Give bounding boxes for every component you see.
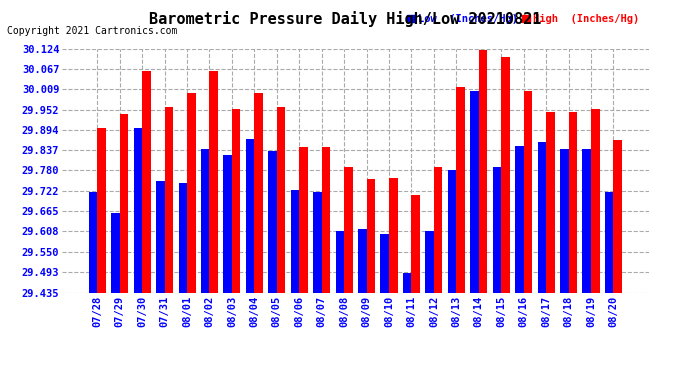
Bar — [313, 192, 322, 292]
Bar — [111, 213, 120, 292]
Bar — [613, 140, 622, 292]
Bar — [255, 93, 263, 292]
Bar — [448, 171, 456, 292]
Bar — [97, 128, 106, 292]
Text: Copyright 2021 Cartronics.com: Copyright 2021 Cartronics.com — [7, 26, 177, 36]
Bar — [299, 147, 308, 292]
Bar — [493, 167, 501, 292]
Bar — [335, 231, 344, 292]
Bar — [232, 108, 240, 292]
Bar — [277, 107, 286, 292]
Bar — [156, 181, 165, 292]
Bar — [582, 149, 591, 292]
Bar — [344, 167, 353, 292]
Bar — [201, 149, 210, 292]
Bar — [456, 87, 465, 292]
Legend: Low  (Inches/Hg), High  (Inches/Hg): Low (Inches/Hg), High (Inches/Hg) — [403, 10, 643, 28]
Text: Barometric Pressure Daily High/Low 20210821: Barometric Pressure Daily High/Low 20210… — [149, 11, 541, 27]
Bar — [411, 195, 420, 292]
Bar — [120, 114, 128, 292]
Bar — [179, 183, 187, 292]
Bar — [471, 91, 479, 292]
Bar — [479, 50, 487, 292]
Bar — [560, 149, 569, 292]
Bar — [142, 71, 150, 292]
Bar — [246, 139, 255, 292]
Bar — [366, 179, 375, 292]
Bar — [524, 91, 532, 292]
Bar — [403, 273, 411, 292]
Bar — [322, 147, 331, 292]
Bar — [425, 231, 434, 292]
Bar — [210, 71, 218, 292]
Bar — [569, 112, 577, 292]
Bar — [89, 192, 97, 292]
Bar — [187, 93, 195, 292]
Bar — [358, 229, 366, 292]
Bar — [268, 151, 277, 292]
Bar — [380, 234, 389, 292]
Bar — [538, 142, 546, 292]
Bar — [546, 112, 555, 292]
Bar — [591, 108, 600, 292]
Bar — [501, 57, 510, 292]
Bar — [515, 146, 524, 292]
Bar — [134, 128, 142, 292]
Bar — [224, 154, 232, 292]
Bar — [165, 107, 173, 292]
Bar — [605, 192, 613, 292]
Bar — [290, 190, 299, 292]
Bar — [389, 177, 397, 292]
Bar — [434, 167, 442, 292]
